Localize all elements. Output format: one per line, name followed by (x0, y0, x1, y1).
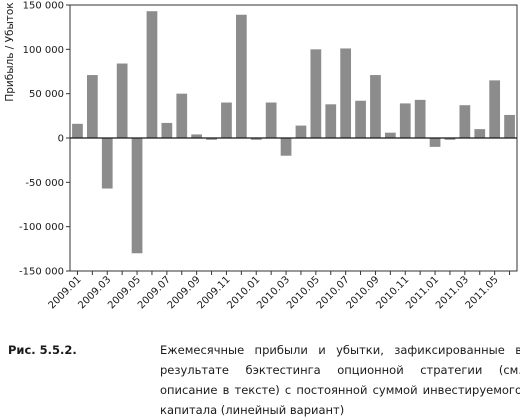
bar-2009.12 (235, 14, 247, 138)
bar-2010.05 (310, 49, 322, 138)
x-tick-label: 2011.05 (464, 274, 501, 311)
bar-2009.03 (101, 138, 113, 189)
bar-2011.05 (489, 80, 501, 138)
caption-text: Ежемесячные прибыли и убытки, зафиксиров… (160, 343, 520, 417)
x-tick-labels: 2009.012009.032009.052009.072009.092009.… (47, 274, 501, 311)
bar-2010.04 (295, 125, 307, 138)
y-tick-label: 0 (58, 134, 64, 145)
bar-2010.03 (280, 138, 292, 156)
y-tick-label: -100 000 (19, 222, 64, 233)
axes-layer (66, 4, 518, 275)
y-tick-label: 50 000 (29, 89, 64, 100)
y-tick-label: -150 000 (19, 267, 64, 278)
bar-2009.08 (176, 93, 188, 138)
bar-2010.09 (370, 75, 381, 138)
bar-chart: 150 000 100 000 50 000 0 -50 000 -100 000 -150… (4, 1, 518, 311)
y-tick-label: 100 000 (23, 45, 64, 56)
bar-2009.06 (146, 11, 158, 139)
bar-2009.05 (131, 138, 143, 254)
bar-2010.12 (414, 99, 426, 138)
bar-2011.03 (459, 105, 471, 138)
bar-2009.11 (221, 102, 232, 138)
bar-2011.01 (429, 138, 441, 147)
bar-2009.01 (72, 123, 83, 138)
bar-2009.07 (161, 122, 173, 138)
bar-2011.06 (504, 114, 515, 138)
bar-2011.02 (444, 138, 456, 140)
bar-2011.04 (474, 129, 486, 138)
y-tick-label: 150 000 (23, 1, 64, 12)
bar-2010.02 (265, 102, 277, 138)
y-tick-label: -50 000 (25, 178, 64, 189)
bar-2010.01 (250, 138, 262, 140)
bar-2009.10 (206, 138, 217, 140)
y-axis-title: Прибыль / Убыток (4, 2, 16, 101)
figure: 150 000 100 000 50 000 0 -50 000 -100 000 -150… (4, 1, 520, 418)
bar-2009.09 (191, 134, 203, 138)
bar-2010.06 (325, 104, 337, 138)
y-tick-labels: 150 000 100 000 50 000 0 -50 000 -100 000 -150… (19, 1, 64, 278)
bars-layer (72, 11, 515, 254)
caption-label: Рис. 5.5.2. (8, 343, 77, 357)
bar-2010.10 (384, 132, 396, 138)
bar-2010.07 (340, 48, 352, 139)
bar-2010.08 (355, 100, 366, 138)
bar-2009.02 (86, 75, 98, 138)
bar-2010.11 (399, 103, 411, 138)
bar-2009.04 (116, 63, 128, 138)
